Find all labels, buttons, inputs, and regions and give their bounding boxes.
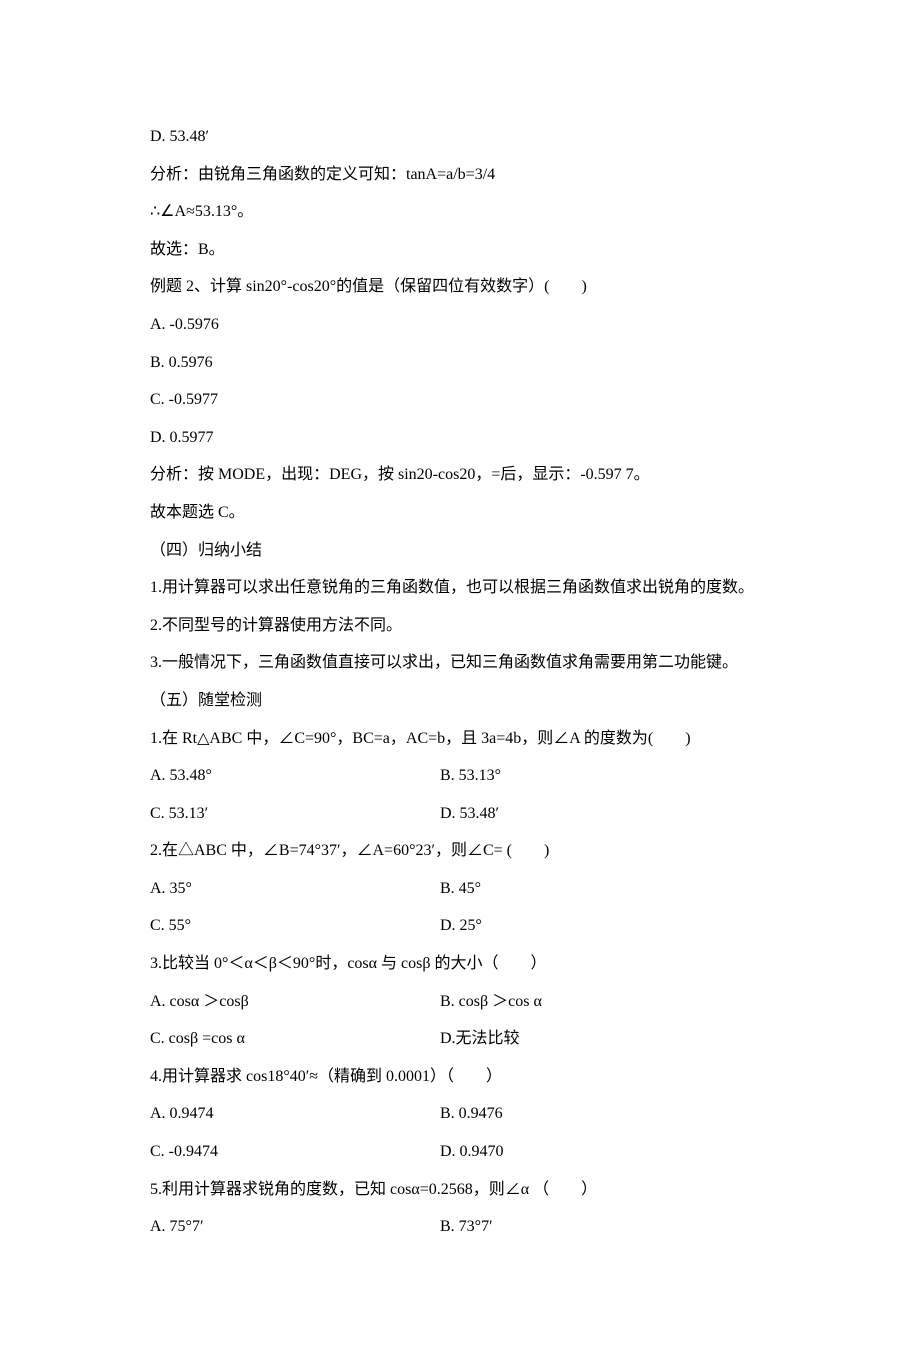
option-b: B. cosβ ＞cos α	[440, 985, 770, 1019]
text-line: 分析：按 MODE，出现：DEG，按 sin20-cos20，=后，显示：-0.…	[150, 458, 770, 492]
text-line: 例题 2、计算 sin20°-cos20°的值是（保留四位有效数字）( )	[150, 270, 770, 304]
option-row: A. 0.9474 B. 0.9476	[150, 1097, 770, 1131]
question-stem: 4.用计算器求 cos18°40′≈（精确到 0.0001）（ ）	[150, 1060, 770, 1094]
section-heading: （五）随堂检测	[150, 684, 770, 718]
option-d: D. 53.48′	[440, 797, 770, 831]
option-a: A. cosα ＞cosβ	[150, 985, 440, 1019]
text-line: 3.一般情况下，三角函数值直接可以求出，已知三角函数值求角需要用第二功能键。	[150, 646, 770, 680]
option-d: D. 0.9470	[440, 1135, 770, 1169]
text-line: 故选：B。	[150, 233, 770, 267]
option-row: C. 55° D. 25°	[150, 909, 770, 943]
question-stem: 1.在 Rt△ABC 中，∠C=90°，BC=a，AC=b，且 3a=4b，则∠…	[150, 722, 770, 756]
option-row: A. 53.48° B. 53.13°	[150, 759, 770, 793]
option-b: B. 45°	[440, 872, 770, 906]
option-a: A. 75°7′	[150, 1210, 440, 1244]
option-a: A. 35°	[150, 872, 440, 906]
option-b: B. 0.9476	[440, 1097, 770, 1131]
option-b: B. 73°7′	[440, 1210, 770, 1244]
option-a: A. 53.48°	[150, 759, 440, 793]
option-row: A. cosα ＞cosβ B. cosβ ＞cos α	[150, 985, 770, 1019]
text-line: 2.不同型号的计算器使用方法不同。	[150, 609, 770, 643]
text-line: 1.用计算器可以求出任意锐角的三角函数值，也可以根据三角函数值求出锐角的度数。	[150, 571, 770, 605]
question-stem: 2.在△ABC 中，∠B=74°37′，∠A=60°23′，则∠C= ( )	[150, 834, 770, 868]
option-d: D. 25°	[440, 909, 770, 943]
option-line: C. -0.5977	[150, 383, 770, 417]
text-line: D. 53.48′	[150, 120, 770, 154]
option-c: C. 55°	[150, 909, 440, 943]
option-d: D.无法比较	[440, 1022, 770, 1056]
text-line: 分析：由锐角三角函数的定义可知：tanA=a/b=3/4	[150, 158, 770, 192]
option-line: D. 0.5977	[150, 421, 770, 455]
option-line: B. 0.5976	[150, 346, 770, 380]
option-row: C. 53.13′ D. 53.48′	[150, 797, 770, 831]
document-page: D. 53.48′ 分析：由锐角三角函数的定义可知：tanA=a/b=3/4 ∴…	[0, 0, 920, 1348]
section-heading: （四）归纳小结	[150, 534, 770, 568]
option-row: C. cosβ =cos α D.无法比较	[150, 1022, 770, 1056]
option-c: C. 53.13′	[150, 797, 440, 831]
text-line: 故本题选 C。	[150, 496, 770, 530]
question-stem: 3.比较当 0°＜α＜β＜90°时，cosα 与 cosβ 的大小（ ）	[150, 947, 770, 981]
option-a: A. 0.9474	[150, 1097, 440, 1131]
option-c: C. cosβ =cos α	[150, 1022, 440, 1056]
option-row: A. 75°7′ B. 73°7′	[150, 1210, 770, 1244]
option-b: B. 53.13°	[440, 759, 770, 793]
option-row: C. -0.9474 D. 0.9470	[150, 1135, 770, 1169]
option-row: A. 35° B. 45°	[150, 872, 770, 906]
option-line: A. -0.5976	[150, 308, 770, 342]
option-c: C. -0.9474	[150, 1135, 440, 1169]
text-line: ∴∠A≈53.13°。	[150, 195, 770, 229]
question-stem: 5.利用计算器求锐角的度数，已知 cosα=0.2568，则∠α （ ）	[150, 1173, 770, 1207]
